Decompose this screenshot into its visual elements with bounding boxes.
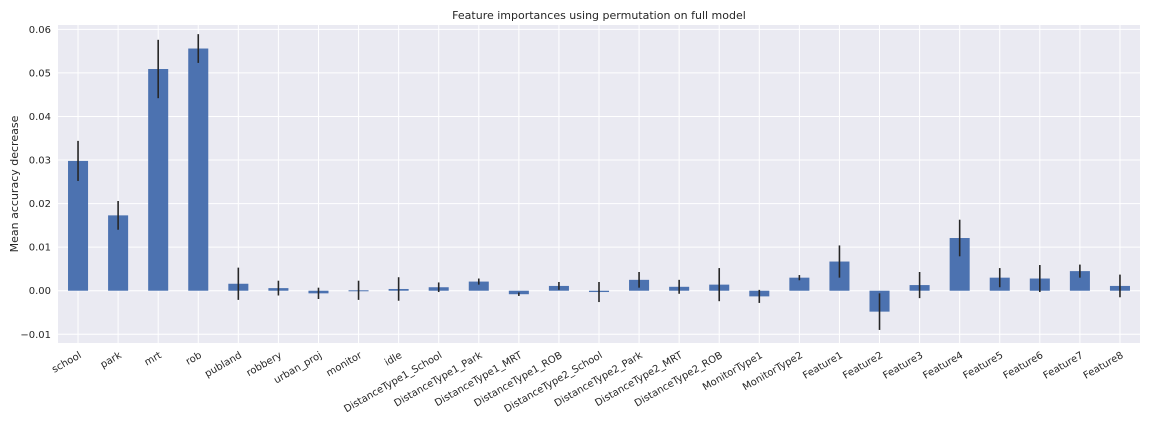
- y-tick-label: 0.04: [29, 112, 51, 123]
- x-tick-label: Feature1: [801, 350, 845, 382]
- x-tick-label: park: [99, 350, 124, 371]
- x-tick-label: Feature7: [1042, 350, 1086, 382]
- y-tick-label: 0.00: [29, 286, 51, 297]
- bar-Feature7: [1069, 271, 1090, 291]
- x-tick-label: Feature3: [881, 350, 925, 382]
- bar-MonitorType2: [789, 277, 810, 291]
- y-tick-label: 0.05: [29, 68, 51, 79]
- x-tick-label: rob: [184, 350, 204, 368]
- bar-mrt: [148, 68, 169, 291]
- bar-rob: [188, 48, 209, 291]
- bar-Feature4: [949, 238, 970, 291]
- y-tick-label: −0.01: [20, 330, 51, 341]
- y-tick-label: 0.06: [29, 25, 51, 36]
- x-tick-label: Feature6: [1002, 350, 1046, 382]
- y-axis-label: Mean accuracy decrease: [8, 115, 21, 252]
- bar-DistanceType1_Park: [468, 281, 489, 291]
- x-tick-label: Feature4: [921, 350, 965, 382]
- y-axis-ticks: −0.01 0.00 0.01 0.02 0.03 0.04 0.05 0.06: [20, 25, 51, 341]
- x-axis-ticks: school park mrt rob publand robberyurban_proj…: [50, 350, 1125, 416]
- error-bars: [77, 34, 1121, 330]
- bar-school: [68, 160, 89, 291]
- bar-park: [108, 215, 129, 291]
- chart-title: Feature importances using permutation on…: [452, 9, 746, 22]
- x-tick-label: Feature2: [841, 350, 885, 382]
- x-tick-label: Feature5: [962, 350, 1006, 382]
- x-tick-label: school: [50, 350, 83, 376]
- y-tick-label: 0.02: [29, 199, 51, 210]
- x-tick-label: idle: [383, 350, 404, 369]
- bar-DistanceType1_MRT: [508, 290, 529, 295]
- x-tick-label: Feature8: [1082, 350, 1126, 382]
- y-tick-label: 0.01: [29, 243, 51, 254]
- x-tick-label: publand: [203, 350, 244, 380]
- y-tick-label: 0.03: [29, 156, 51, 167]
- x-tick-label: monitor: [325, 350, 365, 380]
- x-tick-label: mrt: [143, 350, 164, 368]
